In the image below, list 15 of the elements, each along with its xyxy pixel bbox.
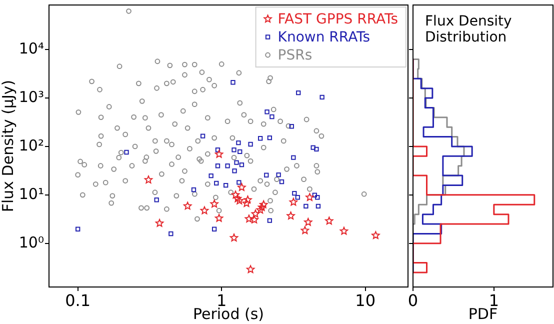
x-tick-label: 0.1 xyxy=(65,290,91,310)
x-axis-title: Period (s) xyxy=(192,304,264,323)
legend-label: FAST GPPS RRATs xyxy=(278,12,398,28)
y-tick-label: 10⁴ xyxy=(18,39,44,58)
legend-label: PSRs xyxy=(278,48,312,64)
y-tick-label: 10⁰ xyxy=(18,233,44,252)
y-tick-label: 10² xyxy=(18,136,44,154)
y-tick-label: 10¹ xyxy=(18,184,44,203)
annotation: Flux Density Distribution xyxy=(425,14,512,46)
y-axis-title: Flux Density (μJy) xyxy=(0,80,17,212)
y-tick-label: 10³ xyxy=(18,88,44,106)
x-tick-label: 10 xyxy=(355,290,376,310)
x-axis-title: PDF xyxy=(468,304,498,323)
x-tick-label: 0 xyxy=(408,290,418,310)
legend-label: Known RRATs xyxy=(278,30,370,46)
